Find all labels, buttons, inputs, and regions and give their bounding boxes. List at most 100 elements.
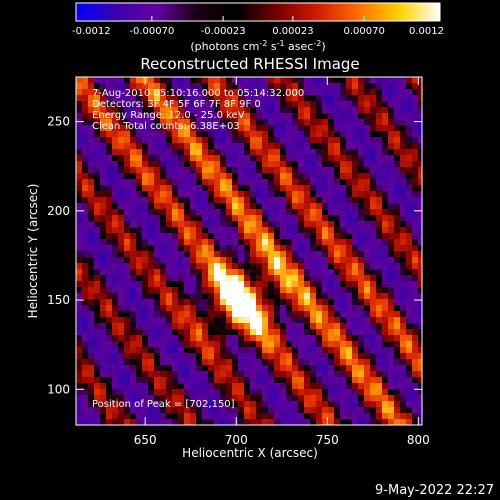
heatmap-cell — [184, 197, 191, 204]
heatmap-cell — [172, 191, 179, 198]
heatmap-cell — [280, 125, 287, 132]
heatmap-cell — [232, 359, 239, 366]
heatmap-cell — [262, 419, 269, 425]
heatmap-cell — [358, 383, 365, 390]
heatmap-cell — [286, 191, 293, 198]
heatmap-cell — [418, 221, 422, 228]
heatmap-cell — [328, 413, 335, 420]
heatmap-cell — [346, 83, 353, 90]
heatmap-cell — [340, 281, 347, 288]
heatmap-cell — [142, 179, 149, 186]
heatmap-cell — [334, 257, 341, 264]
heatmap-cell — [82, 329, 89, 336]
heatmap-cell — [292, 149, 299, 156]
heatmap-cell — [220, 317, 227, 324]
heatmap-cell — [310, 353, 317, 360]
heatmap-cell — [220, 137, 227, 144]
heatmap-cell — [394, 371, 401, 378]
heatmap-cell — [370, 371, 377, 378]
heatmap-cell — [118, 413, 125, 420]
heatmap-cell — [88, 395, 95, 402]
heatmap-cell — [382, 257, 389, 264]
heatmap-cell — [214, 191, 221, 198]
heatmap-cell — [292, 257, 299, 264]
heatmap-cell — [316, 197, 323, 204]
heatmap-cell — [274, 173, 281, 180]
heatmap-cell — [352, 413, 359, 420]
heatmap-cell — [382, 317, 389, 324]
heatmap-cell — [100, 281, 107, 288]
heatmap-cell — [148, 389, 155, 396]
heatmap-cell — [334, 347, 341, 354]
heatmap-cell — [256, 317, 263, 324]
heatmap-cell — [160, 269, 167, 276]
heatmap-cell — [412, 329, 419, 336]
heatmap-cell — [394, 95, 401, 102]
heatmap-cell — [190, 179, 197, 186]
heatmap-cell — [316, 233, 323, 240]
heatmap-cell — [106, 407, 113, 414]
heatmap-cell — [142, 281, 149, 288]
heatmap-cell — [280, 287, 287, 294]
heatmap-cell — [166, 215, 173, 222]
heatmap-cell — [352, 173, 359, 180]
heatmap-cell — [382, 143, 389, 150]
heatmap-cell — [298, 137, 305, 144]
heatmap-cell — [376, 329, 383, 336]
heatmap-cell — [274, 101, 281, 108]
heatmap-cell — [88, 389, 95, 396]
heatmap-cell — [148, 311, 155, 318]
heatmap-cell — [172, 395, 179, 402]
heatmap-cell — [190, 359, 197, 366]
heatmap-cell — [310, 137, 317, 144]
heatmap-cell — [196, 149, 203, 156]
heatmap-cell — [340, 131, 347, 138]
heatmap-cell — [352, 233, 359, 240]
heatmap-cell — [178, 401, 185, 408]
heatmap-cell — [226, 95, 233, 102]
heatmap-cell — [358, 359, 365, 366]
heatmap-cell — [274, 179, 281, 186]
heatmap-cell — [184, 323, 191, 330]
heatmap-cell — [154, 119, 161, 126]
heatmap-cell — [268, 293, 275, 300]
heatmap-cell — [214, 137, 221, 144]
heatmap-cell — [310, 179, 317, 186]
heatmap-cell — [94, 317, 101, 324]
heatmap-cell — [250, 323, 257, 330]
heatmap-cell — [190, 101, 197, 108]
heatmap-cell — [358, 251, 365, 258]
heatmap-cell — [376, 113, 383, 120]
heatmap-cell — [418, 389, 422, 396]
heatmap-cell — [112, 113, 119, 120]
heatmap-cell — [412, 419, 419, 425]
heatmap-cell — [268, 263, 275, 270]
heatmap-cell — [304, 281, 311, 288]
heatmap-cell — [118, 299, 125, 306]
heatmap-cell — [412, 197, 419, 204]
heatmap-cell — [352, 323, 359, 330]
heatmap-cell — [82, 359, 89, 366]
heatmap-cell — [340, 167, 347, 174]
heatmap-cell — [280, 131, 287, 138]
heatmap-cell — [370, 419, 377, 425]
heatmap-cell — [154, 137, 161, 144]
heatmap-cell — [232, 311, 239, 318]
heatmap-cell — [130, 143, 137, 150]
heatmap-cell — [274, 383, 281, 390]
heatmap-cell — [250, 335, 257, 342]
heatmap-cell — [304, 155, 311, 162]
heatmap-cell — [184, 305, 191, 312]
heatmap-cell — [256, 251, 263, 258]
heatmap-cell — [172, 101, 179, 108]
heatmap-cell — [364, 131, 371, 138]
heatmap-cell — [406, 221, 413, 228]
heatmap-cell — [310, 347, 317, 354]
heatmap-cell — [268, 131, 275, 138]
heatmap-cell — [418, 419, 422, 425]
heatmap-cell — [100, 413, 107, 420]
heatmap-cell — [178, 107, 185, 114]
heatmap-cell — [82, 293, 89, 300]
heatmap-cell — [352, 377, 359, 384]
heatmap-cell — [340, 329, 347, 336]
